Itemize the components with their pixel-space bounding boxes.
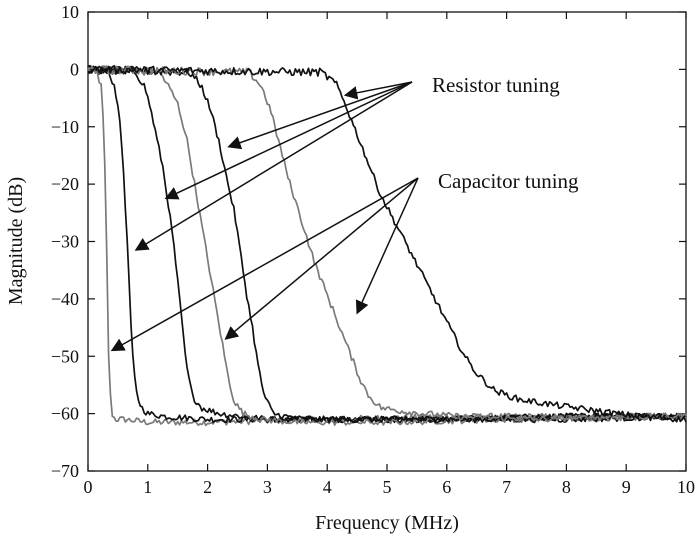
x-tick-label: 7 bbox=[502, 477, 511, 497]
series-layer bbox=[87, 64, 687, 427]
x-tick-label: 1 bbox=[143, 477, 152, 497]
series-line-3 bbox=[87, 65, 687, 424]
annotation-arrow bbox=[134, 81, 413, 251]
annotation-arrow bbox=[110, 177, 419, 352]
x-tick-label: 4 bbox=[323, 477, 332, 497]
y-tick-label: −50 bbox=[51, 346, 79, 366]
x-tick-label: 5 bbox=[383, 477, 392, 497]
x-tick-label: 3 bbox=[263, 477, 272, 497]
y-tick-label: −40 bbox=[51, 289, 79, 309]
series-line-6 bbox=[87, 65, 687, 423]
y-tick-label: −20 bbox=[51, 174, 79, 194]
annotation-arrows bbox=[110, 81, 419, 352]
annotation-arrow bbox=[224, 177, 419, 340]
y-ticks: 10 0 −10 −20 −30 −40 −50 −60 −70 bbox=[51, 2, 686, 481]
x-tick-label: 0 bbox=[84, 477, 93, 497]
series-line-2 bbox=[87, 65, 687, 424]
y-tick-label: −60 bbox=[51, 404, 79, 424]
series-line-7 bbox=[87, 64, 687, 423]
y-axis-label: Magnitude (dB) bbox=[5, 177, 27, 305]
y-tick-label: −30 bbox=[51, 232, 79, 252]
annotation-resistor-tuning: Resistor tuning bbox=[432, 73, 560, 97]
x-tick-label: 8 bbox=[562, 477, 571, 497]
annotation-arrow bbox=[227, 81, 413, 150]
annotation-arrow bbox=[355, 177, 419, 315]
y-tick-label: 10 bbox=[61, 2, 79, 22]
x-tick-label: 6 bbox=[442, 477, 451, 497]
x-tick-label: 10 bbox=[677, 477, 695, 497]
annotation-arrow bbox=[343, 81, 413, 100]
x-ticks: 0 1 2 3 4 5 6 7 8 9 10 bbox=[84, 12, 695, 497]
series-line-5 bbox=[87, 64, 687, 424]
y-tick-label: −10 bbox=[51, 117, 79, 137]
y-tick-label: 0 bbox=[70, 59, 79, 79]
x-axis-label: Frequency (MHz) bbox=[315, 512, 459, 534]
x-tick-label: 9 bbox=[622, 477, 631, 497]
x-tick-label: 2 bbox=[203, 477, 212, 497]
y-tick-label: −70 bbox=[51, 461, 79, 481]
annotation-capacitor-tuning: Capacitor tuning bbox=[438, 169, 579, 193]
plot-frame bbox=[87, 11, 687, 472]
annotation-arrow bbox=[164, 81, 413, 200]
